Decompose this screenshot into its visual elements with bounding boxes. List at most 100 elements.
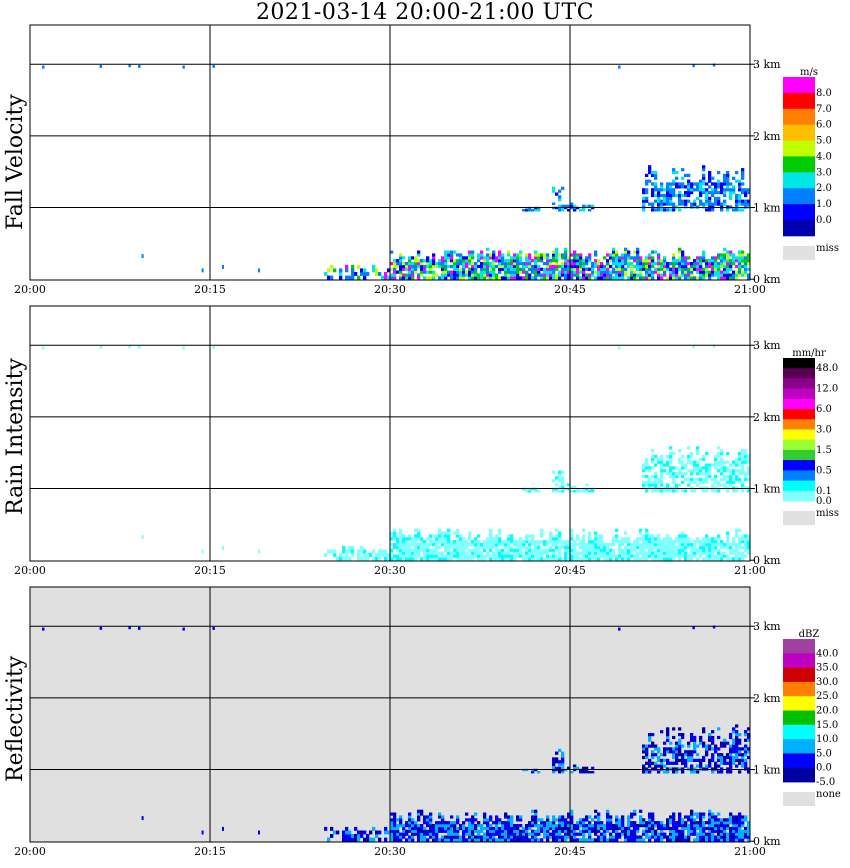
echo-cell [606,273,610,277]
echo-cell [636,543,640,547]
echo-cell [450,250,454,254]
echo-cell [705,259,709,263]
echo-cell [654,838,658,842]
echo-cell [552,835,556,839]
echo-cell [660,474,664,479]
echo-cell [507,554,511,558]
echo-cell [624,250,628,254]
echo-cell [672,812,676,816]
echo-cell [720,460,724,464]
echo-cell [717,256,721,260]
echo-cell [468,267,472,271]
echo-cell [486,554,490,558]
echo-cell [723,247,727,251]
echo-cell [633,545,637,550]
echo-cell [744,270,748,274]
echo-cell [402,548,406,552]
echo-cell [564,545,568,550]
echo-cell [582,824,586,828]
echo-cell [675,205,679,209]
echo-cell [486,253,490,257]
echo-cell [723,483,727,487]
echo-cell [570,554,574,558]
echo-cell [723,832,727,836]
echo-cell [357,556,361,561]
echo-cell [450,276,454,280]
echo-cell [414,262,418,266]
echo-cell [366,556,370,561]
echo-cell [636,259,640,263]
echo-cell [468,531,472,535]
echo-cell [519,829,523,833]
echo-cell [384,556,388,561]
echo-cell [510,534,514,538]
echo-cell [474,818,478,822]
echo-cell [435,835,439,839]
echo-cell [570,829,574,833]
echo-cell [618,259,622,263]
echo-cell [618,548,622,552]
echo-cell [441,815,445,819]
echo-cell [537,253,541,257]
echo-cell [708,208,712,212]
echo-cell [687,276,691,280]
echo-cell [690,826,694,831]
echo-cell [738,557,742,561]
echo-cell [510,821,514,825]
echo-cell [582,534,586,538]
echo-cell [552,264,556,269]
echo-cell [516,262,520,266]
echo-cell [600,270,604,274]
echo-cell [642,259,646,263]
echo-cell [414,543,418,547]
echo-cell [690,267,694,271]
echo-cell [726,171,730,175]
echo-cell [483,256,487,260]
echo-cell [459,548,463,552]
echo-cell [492,264,496,269]
echo-cell [456,262,460,266]
colorbar-swatch [783,710,815,726]
echo-cell [693,469,697,473]
echo-cell [651,489,655,493]
echo-cell [702,276,706,280]
echo-cell [717,452,721,456]
echo-cell [720,829,724,833]
echo-cell [645,460,649,464]
echo-cell [438,551,442,555]
echo-cell [567,273,571,277]
echo-cell [462,540,466,544]
echo-cell [669,761,673,765]
echo-cell [558,270,562,274]
echo-cell [582,548,586,552]
echo-cell [555,250,559,254]
echo-cell [645,824,649,828]
echo-cell [537,490,541,493]
echo-cell [663,543,667,547]
echo-cell [699,472,703,476]
echo-cell [618,256,622,260]
echo-cell [672,208,676,212]
echo-cell [561,262,565,266]
echo-cell [423,557,427,561]
echo-cell [666,767,670,771]
echo-cell [516,270,520,274]
echo-cell [627,835,631,839]
colorbar-label: 1.5 [816,445,832,456]
echo-cell [468,838,472,842]
echo-cell [687,179,691,183]
echo-cell [570,273,574,277]
echo-cell [570,528,574,532]
echo-cell [534,253,538,257]
echo-cell [702,168,706,172]
echo-cell [564,557,568,561]
echo-cell [471,548,475,552]
echo-cell [735,171,739,175]
echo-cell [414,548,418,552]
echo-cell [393,824,397,828]
echo-cell [744,758,748,762]
echo-cell [714,767,718,771]
echo-cell [429,829,433,833]
echo-cell [594,276,598,280]
echo-cell [699,270,703,274]
